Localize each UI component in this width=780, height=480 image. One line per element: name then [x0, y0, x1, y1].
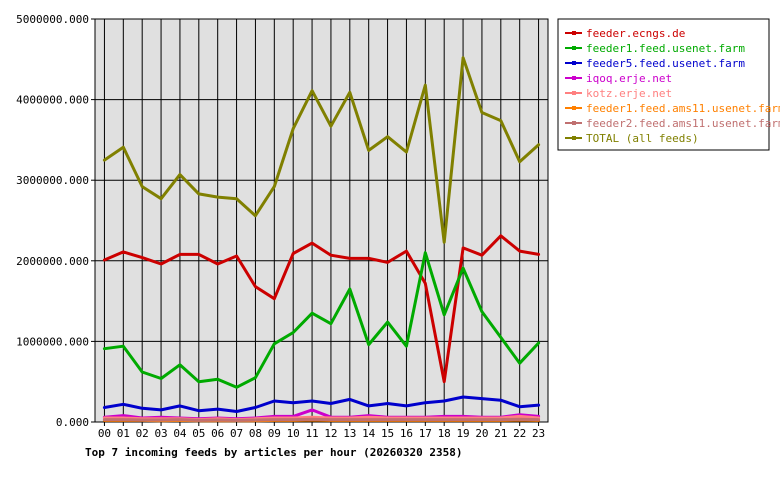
x-tick-label: 20: [475, 427, 488, 440]
x-tick-label: 12: [324, 427, 337, 440]
x-tick-label: 22: [513, 427, 526, 440]
x-tick-label: 21: [494, 427, 507, 440]
series-line: [102, 251, 541, 389]
series-layer: [102, 56, 541, 423]
y-tick-label: 1000000.000: [16, 335, 89, 348]
x-tick-label: 17: [419, 427, 432, 440]
grid-lines: [95, 18, 548, 423]
legend-marker: [572, 46, 576, 50]
y-tick-label: 5000000.000: [16, 13, 89, 26]
series-line: [102, 417, 541, 422]
x-axis-ticks: 00 01 02 03 04 05 06 07 08 09 10 11 12 13 14 15 16 17 18 19…: [98, 422, 545, 440]
series-line: [102, 395, 541, 413]
x-tick-label: 04: [173, 427, 187, 440]
x-tick-label: 02: [136, 427, 149, 440]
legend: feeder.ecngs.de feeder1.feed.usenet.farm f…: [557, 18, 780, 151]
x-tick-label: 23: [532, 427, 545, 440]
x-tick-label: 14: [362, 427, 376, 440]
legend-marker: [572, 31, 576, 35]
x-tick-label: 18: [438, 427, 451, 440]
legend-marker: [572, 76, 576, 80]
legend-box: [557, 18, 770, 151]
chart-title: Top 7 incoming feeds by articles per hou…: [85, 446, 463, 459]
x-tick-label: 16: [400, 427, 413, 440]
legend-marker: [572, 61, 576, 65]
legend-label: feeder.ecngs.de: [586, 27, 685, 40]
y-tick-label: 2000000.000: [16, 255, 89, 268]
plot-background: [94, 18, 549, 423]
legend-label: feeder1.feed.ams11.usenet.farm: [586, 102, 780, 115]
legend-marker: [572, 121, 576, 125]
series-line: [102, 234, 541, 384]
x-tick-label: 03: [154, 427, 167, 440]
legend-marker: [572, 91, 576, 95]
x-tick-label: 10: [287, 427, 300, 440]
x-tick-label: 06: [211, 427, 224, 440]
x-tick-label: 15: [381, 427, 394, 440]
x-tick-label: 00: [98, 427, 111, 440]
x-tick-label: 11: [305, 427, 318, 440]
legend-label: feeder1.feed.usenet.farm: [586, 42, 745, 55]
legend-label: TOTAL (all feeds): [586, 132, 699, 145]
x-tick-label: 09: [268, 427, 281, 440]
y-tick-label: 3000000.000: [16, 174, 89, 187]
x-tick-label: 08: [249, 427, 262, 440]
legend-marker: [572, 136, 576, 140]
legend-label: iqoq.erje.net: [586, 72, 672, 85]
y-tick-label: 4000000.000: [16, 94, 89, 107]
x-tick-label: 13: [343, 427, 356, 440]
x-tick-label: 05: [192, 427, 205, 440]
x-tick-label: 01: [117, 427, 130, 440]
legend-label: feeder2.feed.ams11.usenet.farm: [586, 117, 780, 130]
x-tick-label: 19: [456, 427, 469, 440]
legend-label: kotz.erje.net: [586, 87, 672, 100]
y-axis-ticks: 0.000 1000000.000 2000000.000 3000000.000 40…: [16, 13, 95, 429]
legend-label: feeder5.feed.usenet.farm: [586, 57, 745, 70]
x-tick-label: 07: [230, 427, 243, 440]
series-line: [102, 56, 541, 244]
y-tick-label: 0.000: [56, 416, 89, 429]
legend-marker: [572, 106, 576, 110]
